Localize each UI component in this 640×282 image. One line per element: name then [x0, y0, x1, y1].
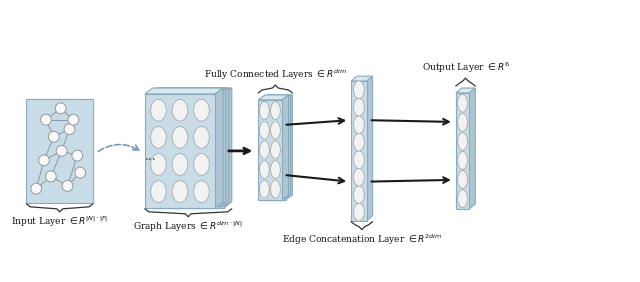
Ellipse shape: [353, 98, 364, 116]
Polygon shape: [145, 88, 223, 94]
Ellipse shape: [458, 113, 467, 131]
Ellipse shape: [271, 141, 280, 159]
Ellipse shape: [458, 151, 467, 169]
Circle shape: [56, 146, 67, 156]
Polygon shape: [351, 81, 367, 221]
Circle shape: [55, 103, 66, 114]
Ellipse shape: [353, 116, 364, 134]
Ellipse shape: [172, 154, 188, 175]
Circle shape: [49, 131, 59, 142]
Ellipse shape: [150, 154, 166, 175]
Ellipse shape: [259, 102, 269, 120]
Polygon shape: [260, 100, 284, 200]
Ellipse shape: [271, 102, 280, 120]
Ellipse shape: [172, 99, 188, 121]
Text: Fully Connected Layers $\in R^{dim}$: Fully Connected Layers $\in R^{dim}$: [204, 68, 347, 82]
Text: Edge Concatenation Layer $\in R^{2dim}$: Edge Concatenation Layer $\in R^{2dim}$: [282, 233, 442, 247]
Ellipse shape: [259, 141, 269, 159]
Polygon shape: [262, 95, 292, 100]
Polygon shape: [145, 94, 215, 208]
Polygon shape: [221, 88, 229, 208]
Polygon shape: [469, 88, 476, 209]
Polygon shape: [285, 95, 292, 200]
Circle shape: [64, 124, 75, 135]
Ellipse shape: [150, 99, 166, 121]
Polygon shape: [262, 100, 285, 200]
Ellipse shape: [194, 154, 209, 175]
Ellipse shape: [172, 181, 188, 202]
Ellipse shape: [458, 94, 467, 112]
Ellipse shape: [150, 181, 166, 202]
Polygon shape: [224, 88, 232, 208]
Ellipse shape: [353, 203, 364, 221]
Polygon shape: [154, 88, 232, 94]
Circle shape: [38, 155, 49, 166]
Polygon shape: [148, 88, 226, 94]
Polygon shape: [218, 88, 226, 208]
Polygon shape: [260, 95, 291, 100]
Ellipse shape: [271, 161, 280, 179]
Circle shape: [31, 183, 42, 194]
Polygon shape: [154, 94, 224, 208]
Polygon shape: [258, 95, 289, 100]
Ellipse shape: [271, 121, 280, 139]
Circle shape: [45, 171, 56, 182]
Ellipse shape: [458, 133, 467, 150]
Circle shape: [40, 114, 51, 125]
Circle shape: [75, 167, 86, 178]
Ellipse shape: [259, 180, 269, 198]
Ellipse shape: [259, 161, 269, 179]
Text: Input Layer $\in R^{|N|\cdot|F|}$: Input Layer $\in R^{|N|\cdot|F|}$: [11, 215, 108, 229]
Polygon shape: [258, 100, 282, 200]
Ellipse shape: [194, 126, 209, 148]
Circle shape: [62, 180, 73, 191]
Polygon shape: [150, 88, 229, 94]
Ellipse shape: [172, 126, 188, 148]
Polygon shape: [284, 95, 291, 200]
Polygon shape: [351, 76, 372, 81]
Ellipse shape: [353, 133, 364, 151]
Ellipse shape: [150, 126, 166, 148]
Ellipse shape: [458, 190, 467, 208]
Polygon shape: [456, 93, 469, 209]
Polygon shape: [367, 76, 372, 221]
Ellipse shape: [353, 81, 364, 99]
Circle shape: [72, 150, 83, 161]
Text: Output Layer $\in R^{6}$: Output Layer $\in R^{6}$: [422, 61, 509, 75]
Ellipse shape: [353, 151, 364, 169]
Polygon shape: [26, 99, 93, 203]
Ellipse shape: [194, 181, 209, 202]
Polygon shape: [148, 94, 218, 208]
Polygon shape: [150, 94, 221, 208]
Polygon shape: [282, 95, 289, 200]
Ellipse shape: [271, 180, 280, 198]
Polygon shape: [456, 88, 476, 93]
Circle shape: [68, 114, 79, 125]
Ellipse shape: [259, 121, 269, 139]
Ellipse shape: [194, 99, 209, 121]
Ellipse shape: [353, 186, 364, 204]
Text: ...: ...: [145, 150, 156, 163]
Text: Graph Layers $\in R^{dim\cdot|N|}$: Graph Layers $\in R^{dim\cdot|N|}$: [134, 220, 243, 234]
Ellipse shape: [458, 171, 467, 188]
Polygon shape: [215, 88, 223, 208]
Ellipse shape: [353, 168, 364, 186]
